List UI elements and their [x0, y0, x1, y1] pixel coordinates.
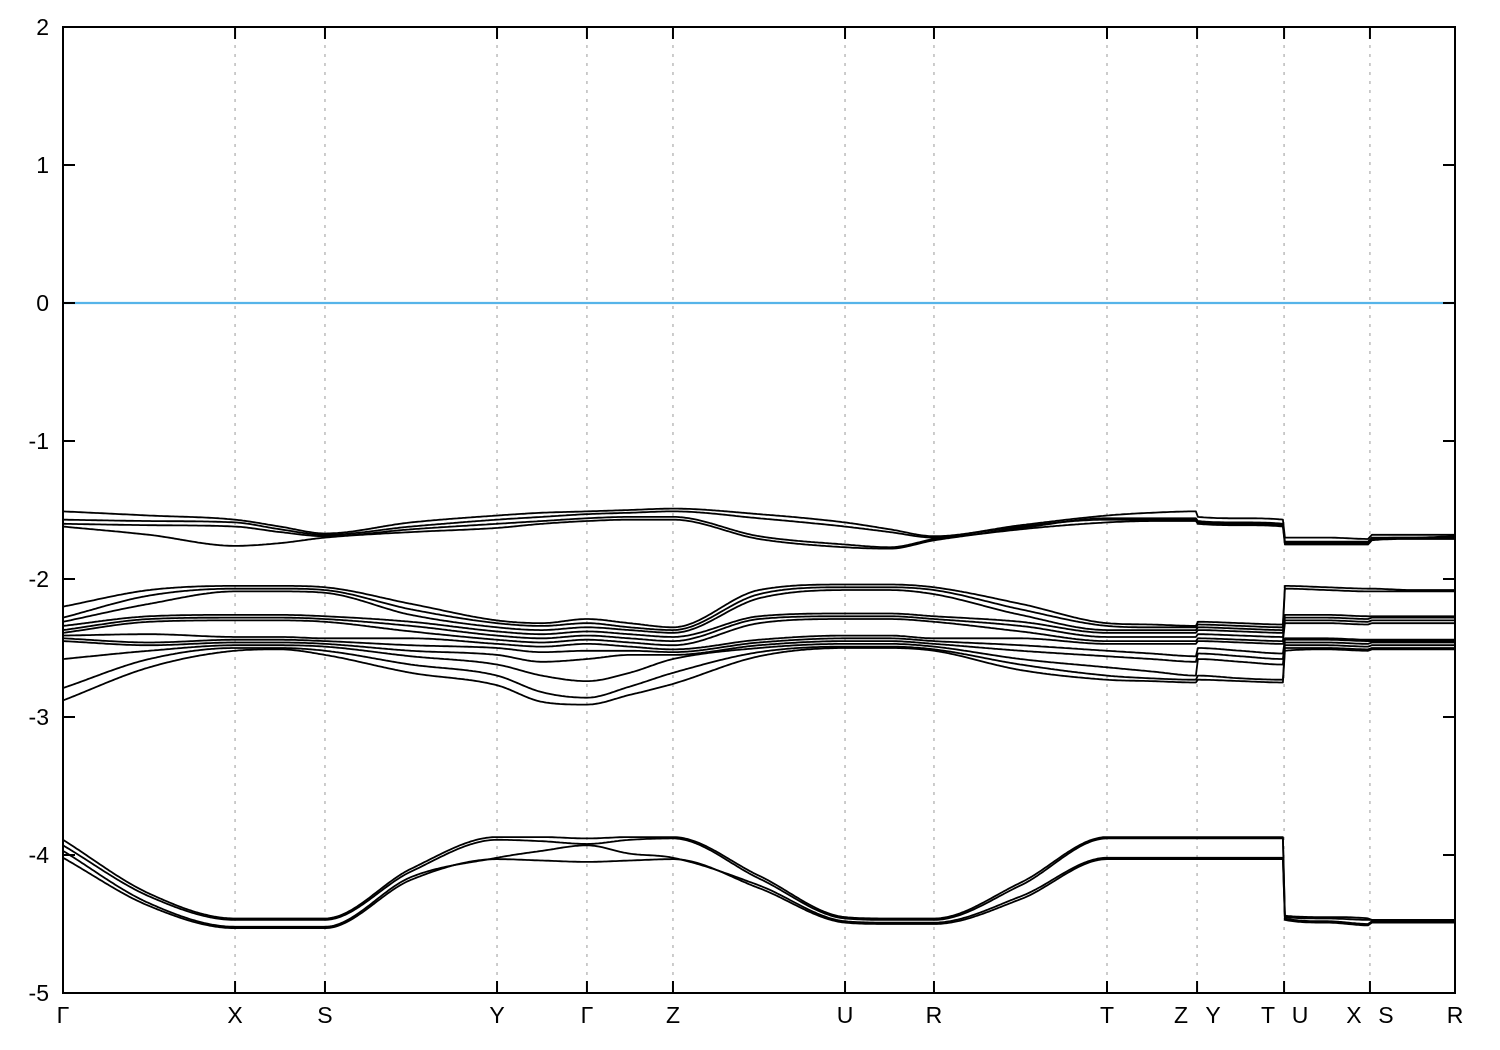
plot-border [62, 26, 1456, 994]
y-tick-label: 0 [36, 290, 49, 316]
band-line [62, 637, 1456, 658]
band-line [62, 856, 1456, 929]
y-tick-label: -2 [29, 566, 49, 592]
x-tick-label: Y [489, 1002, 504, 1028]
band-line [62, 643, 1456, 682]
x-tick-label: S [1378, 1002, 1393, 1028]
band-line [62, 507, 1456, 540]
x-tick-label: Z [1174, 1002, 1188, 1028]
band-line [62, 510, 1456, 543]
x-tick-label: U [1292, 1002, 1309, 1028]
x-tick-label: Y [1205, 1002, 1220, 1028]
x-tick-label: Γ [581, 1002, 594, 1028]
band-line [62, 618, 1456, 647]
x-tick-label: X [1346, 1002, 1361, 1028]
band-line [62, 516, 1456, 549]
band-line [62, 844, 1456, 928]
band-line [62, 836, 1456, 921]
x-tick-label: R [1447, 1002, 1464, 1028]
band-line [62, 612, 1456, 638]
x-tick-label: Γ [57, 1002, 70, 1028]
y-tick-label: 2 [36, 14, 49, 40]
band-line [62, 645, 1456, 699]
band-line [62, 589, 1456, 634]
band-line [62, 633, 1456, 651]
band-line [62, 615, 1456, 642]
x-tick-label: T [1261, 1002, 1275, 1028]
x-tick-label: S [317, 1002, 332, 1028]
y-tick-label: 1 [36, 152, 49, 178]
x-tick-label: Z [666, 1002, 680, 1028]
y-tick-label: -1 [29, 428, 49, 454]
band-line [62, 640, 1456, 663]
y-tick-label: -3 [29, 704, 49, 730]
band-line [62, 518, 1456, 550]
x-tick-label: U [837, 1002, 854, 1028]
x-tick-label: R [926, 1002, 943, 1028]
band-line [62, 647, 1456, 706]
band-line [62, 583, 1456, 629]
band-line [62, 837, 1456, 923]
band-line [62, 586, 1456, 631]
y-tick-label: -4 [29, 842, 50, 868]
y-tick-label: -5 [29, 980, 49, 1006]
x-tick-label: T [1100, 1002, 1114, 1028]
x-tick-label: X [227, 1002, 242, 1028]
